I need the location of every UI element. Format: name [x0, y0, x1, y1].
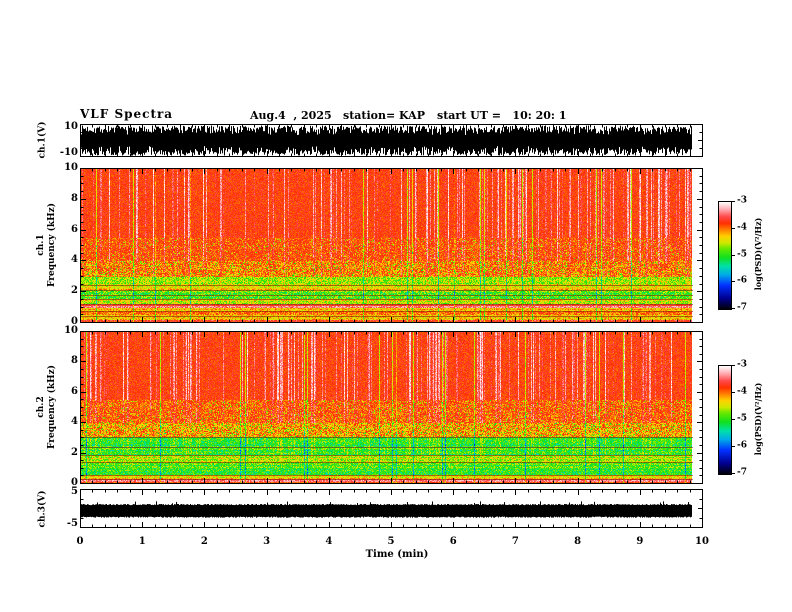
voltage-tick-label: 5	[71, 486, 78, 497]
frequency-tick-label: 4	[71, 416, 78, 428]
time-tick-label: 8	[574, 536, 582, 547]
time-tick-label: 7	[511, 536, 519, 547]
frequency-tick-label: 0	[71, 316, 78, 327]
colorbar-tick	[731, 473, 735, 474]
time-tick-label: 9	[636, 536, 644, 547]
time-tick-label: 6	[449, 536, 457, 547]
ch1-voltage-axis-label: ch.1(V)	[37, 121, 48, 159]
frequency-tick-label: 10	[64, 325, 78, 336]
time-tick-label: 1	[138, 536, 146, 547]
voltage-tick-label: -10	[59, 147, 78, 158]
colorbar-tick	[731, 419, 735, 420]
start-ut-label: start UT = 10: 20: 1	[437, 109, 567, 122]
colorbar-tick	[731, 255, 735, 256]
time-tick-label: 2	[200, 536, 208, 547]
colorbar-tick-label: -3	[737, 195, 747, 206]
time-tick-label: 10	[695, 536, 709, 547]
time-tick-label: 5	[387, 536, 395, 547]
time-tick-label: 0	[76, 536, 84, 547]
frequency-tick-label: 8	[71, 192, 78, 204]
voltage-tick-label: -5	[66, 518, 78, 529]
frequency-tick-label: 6	[71, 223, 78, 235]
colorbar-tick	[731, 201, 735, 202]
frequency-tick-label: 4	[71, 254, 78, 266]
colorbar-tick-label: -7	[737, 302, 747, 313]
frequency-tick-label: 10	[64, 162, 78, 173]
ch1-colorbar-label: log(PSD)(V²/Hz)	[753, 217, 763, 291]
ch1-colorbar	[718, 201, 732, 310]
voltage-tick-label: 10	[64, 121, 78, 132]
colorbar-tick	[731, 365, 735, 366]
colorbar-tick	[731, 228, 735, 229]
colorbar-tick-label: -3	[737, 359, 747, 370]
colorbar-tick-label: -5	[737, 249, 747, 260]
colorbar-tick	[731, 281, 735, 282]
ch2-frequency-axis-label: ch.2 Frequency (kHz)	[36, 365, 58, 449]
frequency-tick-label: 2	[71, 446, 78, 458]
ch1-waveform-panel	[80, 124, 703, 157]
colorbar-tick	[731, 308, 735, 309]
ch2-colorbar	[718, 365, 732, 475]
station-label: station= KAP	[343, 109, 425, 122]
ch2-frequency-axis-label-line1: ch.2	[36, 396, 46, 418]
frequency-tick-label: 0	[71, 477, 78, 488]
ch1-frequency-axis-label-line2: Frequency (kHz)	[47, 202, 57, 288]
colorbar-tick	[731, 446, 735, 447]
time-axis-label: Time (min)	[365, 549, 429, 560]
frequency-tick-label: 6	[71, 385, 78, 397]
colorbar-tick-label: -5	[737, 413, 747, 424]
ch1-spectrogram-panel	[80, 168, 703, 323]
colorbar-tick-label: -4	[737, 386, 747, 397]
frequency-tick-label: 8	[71, 355, 78, 367]
colorbar-tick-label: -4	[737, 222, 747, 233]
colorbar-tick	[731, 392, 735, 393]
ch1-frequency-axis-label: ch.1 Frequency (kHz)	[36, 203, 58, 287]
time-tick-label: 4	[325, 536, 333, 547]
frequency-tick-label: 2	[71, 285, 78, 297]
colorbar-tick-label: -7	[737, 467, 747, 478]
ch1-frequency-axis-label-line1: ch.1	[36, 234, 46, 256]
time-tick-label: 3	[263, 536, 271, 547]
ch3-voltage-axis-label: ch.3(V)	[37, 490, 48, 528]
ch2-colorbar-label: log(PSD)(V²/Hz)	[753, 382, 763, 456]
date-label: Aug.4 , 2025	[250, 109, 332, 122]
colorbar-tick-label: -6	[737, 275, 747, 286]
colorbar-tick-label: -6	[737, 440, 747, 451]
plot-title: VLF Spectra	[80, 107, 174, 121]
ch2-spectrogram-panel	[80, 331, 703, 484]
ch3-waveform-panel	[80, 489, 703, 528]
ch2-frequency-axis-label-line2: Frequency (kHz)	[47, 364, 57, 450]
